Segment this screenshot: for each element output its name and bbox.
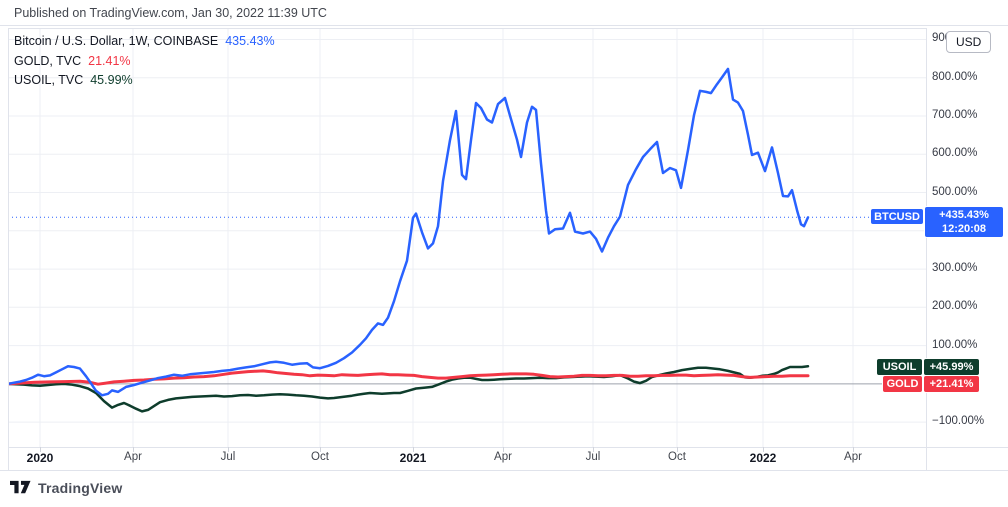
brand-text: TradingView	[38, 479, 123, 496]
usoil-price-value: +45.99%	[929, 361, 974, 373]
legend: Bitcoin / U.S. Dollar, 1W, COINBASE 435.4…	[14, 32, 275, 91]
time-scale-label: Apr	[494, 451, 512, 463]
gold-price-badge: +21.41%	[924, 376, 979, 392]
time-scale-label: 2022	[749, 451, 777, 465]
time-tick-mark	[320, 447, 321, 452]
price-scale-label: 700.00%	[932, 109, 978, 121]
btcusd-price-badge: +435.43% 12:20:08	[925, 207, 1003, 237]
time-scale-border	[0, 470, 1008, 471]
time-tick-mark	[413, 447, 414, 452]
time-scale-label: Apr	[124, 451, 142, 463]
time-scale-label: Apr	[844, 451, 862, 463]
published-bar: Published on TradingView.com, Jan 30, 20…	[0, 0, 1008, 26]
gold-price-value: +21.41%	[929, 378, 974, 390]
legend-item-bitcoin-u-s-dollar[interactable]: Bitcoin / U.S. Dollar, 1W, COINBASE 435.4…	[14, 32, 275, 52]
time-tick-mark	[853, 447, 854, 452]
price-scale-label: 300.00%	[932, 262, 978, 274]
time-tick-mark	[228, 447, 229, 452]
time-scale-label: Jul	[585, 451, 601, 463]
currency-label: USD	[956, 35, 982, 49]
currency-button[interactable]: USD	[946, 31, 992, 53]
plot-left-border	[8, 28, 9, 470]
time-scale-label: Oct	[668, 451, 686, 463]
price-scale-label: −100.00%	[932, 415, 985, 427]
gold-price-tag: GOLD	[883, 376, 922, 392]
footer: TradingView	[10, 479, 122, 496]
legend-item-gold[interactable]: GOLD, TVC 21.41%	[14, 52, 275, 72]
legend-symbol-text: USOIL, TVC	[14, 73, 84, 87]
legend-symbol-text: GOLD, TVC	[14, 53, 82, 68]
time-tick-mark	[763, 447, 764, 452]
usoil-price-badge: +45.99%	[924, 359, 979, 375]
price-scale-label: 600.00%	[932, 147, 978, 159]
tradingview-logo-icon[interactable]	[10, 479, 31, 496]
btcusd-countdown: 12:20:08	[941, 223, 987, 235]
price-scale-label: 100.00%	[932, 339, 978, 351]
plot-bottom-border	[8, 447, 1008, 448]
time-tick-mark	[40, 447, 41, 452]
time-tick-mark	[133, 447, 134, 452]
time-scale-label: 2021	[399, 451, 427, 465]
legend-symbol-text: Bitcoin / U.S. Dollar, 1W, COINBASE	[14, 34, 219, 48]
price-scale-label: 200.00%	[932, 300, 978, 312]
legend-item-usoil[interactable]: USOIL, TVC 45.99%	[14, 71, 275, 91]
legend-symbol-value: 435.43%	[225, 34, 275, 48]
time-scale-label: Jul	[220, 451, 236, 463]
legend-symbol-value: 45.99%	[90, 73, 133, 87]
usoil-line	[8, 365, 810, 413]
btcusd-price-tag: BTCUSD	[871, 209, 923, 224]
btcusd-line	[8, 67, 810, 397]
plot-top-border	[8, 28, 926, 29]
price-scale-label: 800.00%	[932, 71, 978, 83]
published-text: Published on TradingView.com, Jan 30, 20…	[14, 5, 327, 20]
time-tick-mark	[677, 447, 678, 452]
time-tick-mark	[593, 447, 594, 452]
plot-area[interactable]	[8, 28, 926, 447]
gold-line	[8, 369, 810, 386]
price-scale-border	[926, 28, 927, 470]
time-tick-mark	[503, 447, 504, 452]
legend-symbol-value: 21.41%	[88, 53, 131, 68]
price-scale-label: 500.00%	[932, 186, 978, 198]
usoil-price-tag: USOIL	[877, 359, 922, 375]
time-scale-label: 2020	[26, 451, 54, 465]
btcusd-price-value: +435.43%	[939, 209, 989, 221]
time-scale-label: Oct	[311, 451, 329, 463]
